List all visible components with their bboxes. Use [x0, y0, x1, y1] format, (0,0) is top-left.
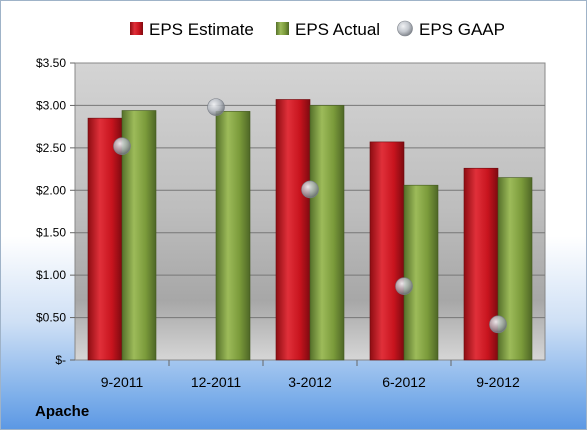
y-tick-label: $1.50 [36, 226, 66, 240]
x-tick-label: 6-2012 [382, 374, 426, 390]
x-tick-label: 9-2012 [476, 374, 520, 390]
y-tick-label: $0.50 [36, 311, 66, 325]
legend-swatch [130, 22, 143, 35]
x-tick-label: 9-2011 [101, 374, 144, 390]
y-tick-label: $3.50 [36, 56, 66, 70]
point-eps-gaap [395, 277, 413, 295]
x-tick-label: 3-2012 [288, 374, 332, 390]
x-tick-label: 12-2011 [191, 374, 242, 390]
y-tick-label: $- [55, 353, 66, 367]
bar-eps-estimate [87, 117, 123, 361]
legend-label: EPS Estimate [149, 20, 254, 39]
bar-eps-estimate [275, 99, 311, 361]
point-eps-gaap [207, 98, 225, 116]
bar-eps-estimate [369, 141, 405, 361]
bar-eps-actual [309, 105, 345, 361]
legend-swatch [276, 22, 289, 35]
company-name: Apache [35, 403, 90, 420]
bar-eps-actual [403, 184, 439, 361]
y-tick-label: $1.00 [36, 268, 66, 282]
point-eps-gaap [113, 137, 131, 155]
y-tick-label: $2.50 [36, 141, 66, 155]
y-axis-ticks: $- $0.50 $1.00 $1.50 $2.00 $2.50 $3.00 $3.50 [36, 56, 75, 367]
y-tick-label: $2.00 [36, 183, 66, 197]
legend-label: EPS Actual [295, 20, 380, 39]
legend-swatch [397, 20, 413, 37]
point-eps-gaap [301, 180, 319, 199]
legend: EPS Estimate EPS Actual EPS GAAP [130, 20, 505, 39]
bar-eps-actual [215, 111, 251, 361]
legend-label: EPS GAAP [419, 20, 505, 39]
bar-eps-actual [497, 177, 533, 361]
point-eps-gaap [489, 315, 507, 334]
y-tick-label: $3.00 [36, 98, 66, 112]
gaap-points [113, 98, 507, 334]
x-axis-ticks: 9-2011 12-2011 3-2012 6-2012 9-2012 [101, 360, 520, 390]
